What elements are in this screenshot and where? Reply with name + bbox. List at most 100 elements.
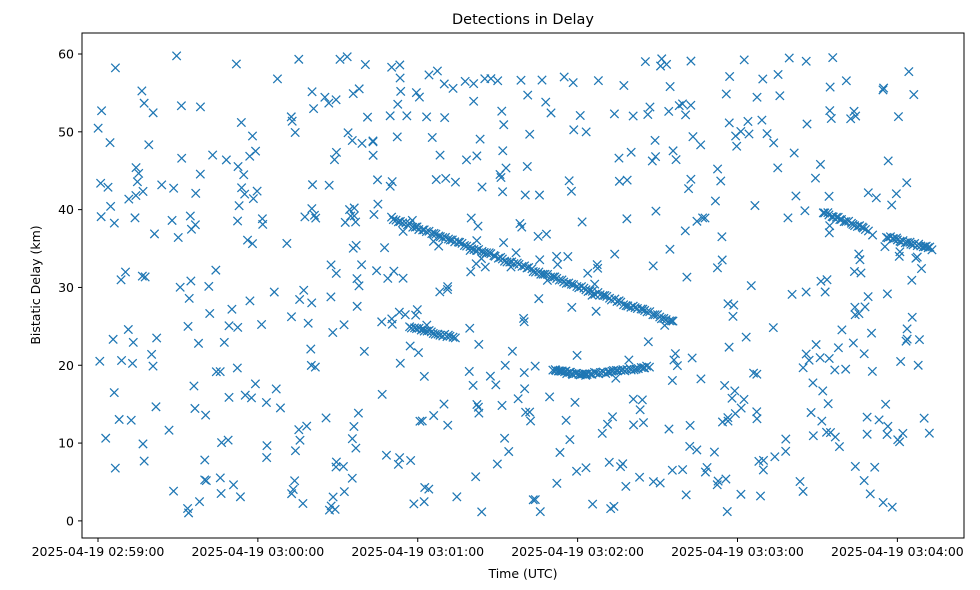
data-point <box>474 408 484 418</box>
data-point <box>768 322 778 333</box>
data-point <box>247 238 258 249</box>
data-point <box>448 332 458 342</box>
data-point <box>849 106 859 116</box>
data-point <box>648 477 659 487</box>
data-point <box>624 355 634 365</box>
data-point <box>687 353 697 363</box>
data-point <box>415 416 425 426</box>
data-point <box>157 180 167 190</box>
data-point <box>193 338 204 348</box>
data-point <box>419 371 429 382</box>
data-point <box>408 222 418 232</box>
data-point <box>523 90 533 100</box>
data-point <box>815 353 825 363</box>
data-point <box>902 324 912 334</box>
x-axis-label: Time (UTC) <box>487 566 557 581</box>
data-point <box>240 189 250 199</box>
y-tick-label: 20 <box>58 358 74 373</box>
data-point <box>223 435 233 445</box>
data-point <box>587 499 598 509</box>
data-point <box>524 407 535 417</box>
data-point <box>825 427 836 438</box>
data-point <box>331 462 341 472</box>
data-point <box>648 261 658 271</box>
data-point <box>262 452 272 463</box>
data-point <box>552 259 563 270</box>
data-point <box>190 403 200 414</box>
data-point <box>258 219 268 230</box>
data-point <box>615 461 626 472</box>
data-point <box>371 266 382 276</box>
data-point <box>696 140 706 150</box>
data-point <box>688 132 698 142</box>
data-point <box>368 137 378 147</box>
data-point <box>581 127 591 137</box>
data-point <box>798 363 808 373</box>
data-point <box>357 138 367 148</box>
data-point <box>820 287 830 297</box>
data-point <box>189 381 199 391</box>
data-point <box>628 420 639 430</box>
data-point <box>902 334 912 344</box>
data-point <box>717 232 727 242</box>
data-point <box>795 476 805 487</box>
data-point <box>171 51 182 61</box>
data-point <box>286 489 297 499</box>
data-point <box>215 473 225 483</box>
data-point <box>228 480 239 490</box>
data-point <box>870 462 880 472</box>
data-point <box>411 87 422 98</box>
data-point <box>175 282 185 292</box>
data-point <box>126 415 136 425</box>
data-point <box>440 232 451 243</box>
data-point <box>200 455 210 465</box>
data-point <box>784 53 794 63</box>
data-point <box>372 175 383 185</box>
data-point <box>439 399 449 409</box>
data-point <box>530 361 540 371</box>
data-point <box>290 446 301 456</box>
data-point <box>472 151 482 161</box>
data-point <box>271 384 281 394</box>
data-point <box>880 399 891 409</box>
data-point <box>352 274 362 284</box>
data-point <box>622 175 632 185</box>
data-point <box>893 111 904 122</box>
data-point <box>818 386 828 396</box>
data-point <box>362 112 373 122</box>
data-point <box>520 384 530 394</box>
data-point <box>748 368 759 378</box>
data-point <box>246 393 257 403</box>
data-point <box>798 486 808 497</box>
data-point <box>393 99 403 109</box>
data-point <box>139 98 149 108</box>
data-point <box>769 138 779 148</box>
data-point <box>105 201 116 211</box>
data-point <box>395 73 405 83</box>
data-point <box>822 275 832 285</box>
data-point <box>758 465 769 475</box>
data-point <box>729 300 739 310</box>
data-point <box>825 106 835 116</box>
data-point <box>395 60 405 70</box>
y-tick-label: 30 <box>58 280 74 295</box>
y-axis-ticks: 0 10 20 30 40 50 60 <box>58 47 82 528</box>
data-point <box>164 425 174 435</box>
data-point <box>781 434 791 444</box>
data-point <box>865 489 875 499</box>
data-point <box>331 95 341 105</box>
data-point <box>830 365 840 375</box>
data-point <box>110 463 120 473</box>
data-point <box>448 83 458 93</box>
data-point <box>643 337 653 347</box>
data-point <box>309 210 320 220</box>
data-point <box>909 89 919 100</box>
data-point <box>833 343 844 353</box>
data-point <box>177 153 187 163</box>
data-point <box>710 196 721 206</box>
data-point <box>577 217 587 227</box>
data-point <box>808 431 818 441</box>
data-point <box>300 212 310 222</box>
data-point <box>185 211 195 221</box>
